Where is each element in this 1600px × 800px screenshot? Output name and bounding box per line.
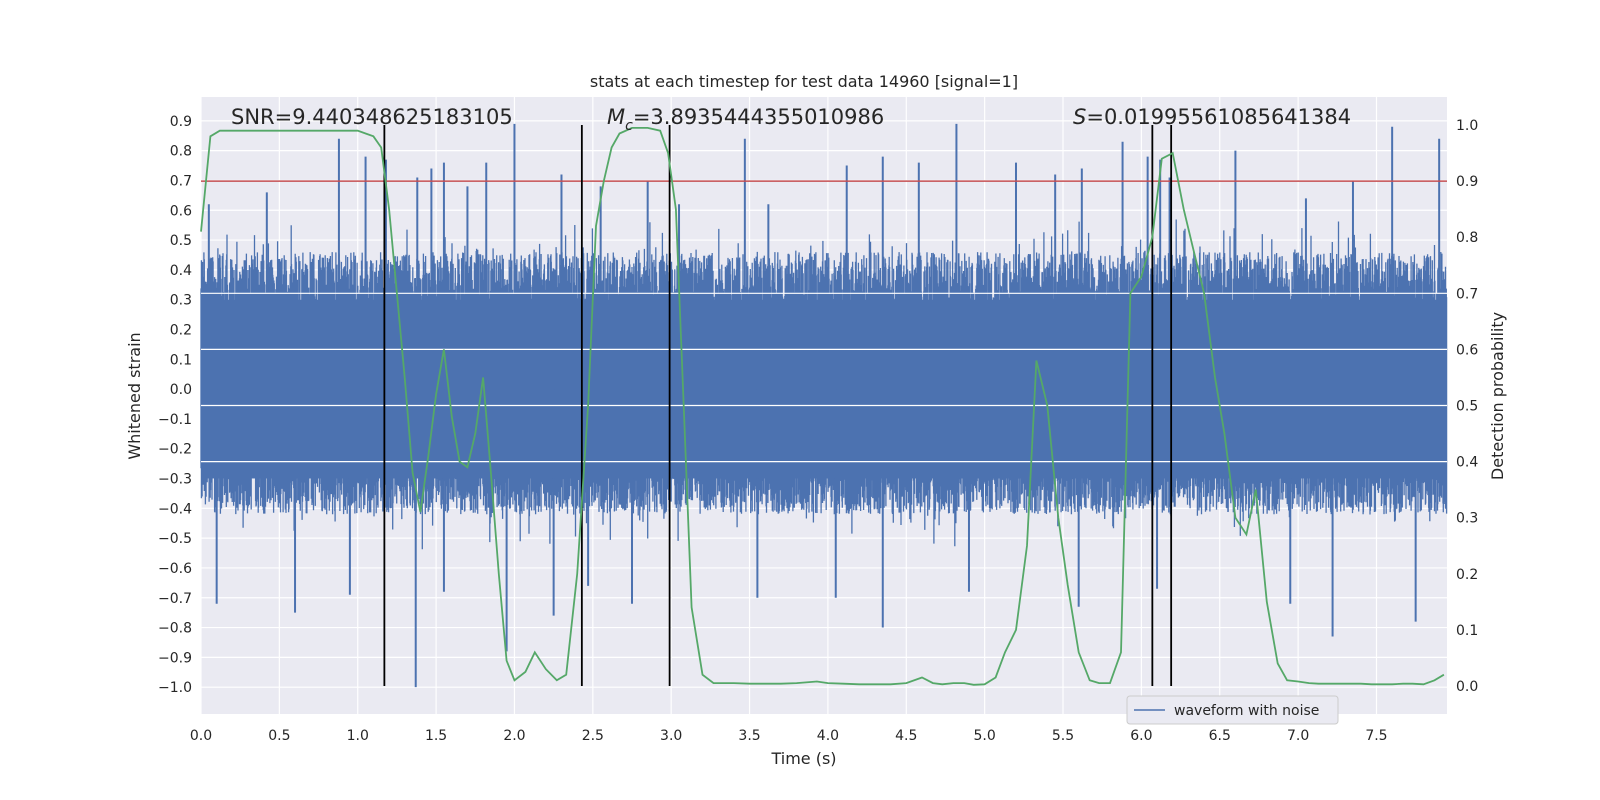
y-left-tick-label: 0.5	[170, 233, 192, 249]
s-value: =0.01995561085641384	[1086, 105, 1351, 129]
x-tick-label: 5.5	[1052, 728, 1074, 744]
y-right-tick-label: 0.4	[1456, 455, 1478, 471]
y-left-tick-label: −0.4	[158, 501, 192, 517]
x-tick-label: 7.0	[1287, 728, 1309, 744]
y-left-tick-label: 0.0	[170, 382, 192, 398]
y-axis-label-right: Detection probability	[1488, 312, 1507, 480]
waveform-core	[201, 299, 1447, 479]
x-tick-label: 2.5	[582, 728, 604, 744]
y-left-tick-label: −0.5	[158, 531, 192, 547]
y-left-tick-label: −0.1	[158, 412, 192, 428]
y-right-tick-label: 0.0	[1456, 679, 1478, 695]
y-right-tick-label: 0.9	[1456, 174, 1478, 190]
y-left-tick-label: −1.0	[158, 680, 192, 696]
y-right-tick-label: 0.7	[1456, 286, 1478, 302]
legend-label: waveform with noise	[1174, 703, 1319, 719]
x-tick-label: 3.5	[738, 728, 760, 744]
chirp-mass-subscript: c	[625, 118, 633, 134]
y-left-tick-label: −0.9	[158, 650, 192, 666]
x-tick-label: 6.5	[1209, 728, 1231, 744]
y-right-tick-label: 0.8	[1456, 230, 1478, 246]
x-tick-label: 5.0	[974, 728, 996, 744]
y-left-tick-label: 0.4	[170, 263, 192, 279]
x-tick-label: 3.0	[660, 728, 682, 744]
vertical-markers	[383, 125, 1173, 686]
y-left-tick-label: 0.9	[170, 114, 192, 130]
y-right-tick-label: 0.1	[1456, 623, 1478, 639]
y-left-tick-label: 0.8	[170, 144, 192, 160]
x-tick-label: 4.5	[895, 728, 917, 744]
x-tick-label: 7.5	[1365, 728, 1387, 744]
y-right-tick-label: 0.5	[1456, 399, 1478, 415]
y-left-tick-label: 0.2	[170, 322, 192, 338]
x-axis-label: Time (s)	[770, 749, 836, 768]
y-left-tick-label: 0.6	[170, 203, 192, 219]
y-left-tick-label: −0.8	[158, 621, 192, 637]
y-right-tick-label: 0.3	[1456, 511, 1478, 527]
y-left-tick-label: 0.3	[170, 293, 192, 309]
y-left-tick-label: −0.6	[158, 561, 192, 577]
chirp-mass-symbol: M	[607, 105, 625, 129]
y-left-tick-label: −0.3	[158, 472, 192, 488]
chirp-mass-annotation: Mc=3.8935444355010986	[607, 105, 884, 134]
x-tick-label: 6.0	[1130, 728, 1152, 744]
s-annotation: S=0.01995561085641384	[1073, 105, 1351, 129]
x-tick-label: 0.0	[190, 728, 212, 744]
y-left-tick-label: −0.2	[158, 442, 192, 458]
x-tick-label: 1.0	[347, 728, 369, 744]
legend: waveform with noise	[1126, 695, 1339, 725]
snr-annotation: SNR=9.440348625183105	[231, 105, 513, 129]
chirp-mass-value: =3.8935444355010986	[633, 105, 884, 129]
chart-title: stats at each timestep for test data 149…	[590, 72, 1018, 91]
y-left-tick-labels: 0.9 0.8 0.7 0.6 0.5 0.4 0.3 0.2 0.1 0.0 −0.1 −0.2 −0…	[158, 114, 192, 696]
x-tick-label: 0.5	[268, 728, 290, 744]
x-tick-label: 1.5	[425, 728, 447, 744]
legend-box	[1126, 695, 1339, 725]
y-right-tick-label: 0.6	[1456, 342, 1478, 358]
x-tick-label: 2.0	[503, 728, 525, 744]
waveform-series	[200, 123, 1448, 688]
s-symbol: S	[1073, 105, 1086, 129]
y-right-tick-label: 0.2	[1456, 567, 1478, 583]
detection-probability-line	[200, 127, 1445, 686]
y-axis-label-left: Whitened strain	[125, 332, 144, 459]
x-tick-label: 4.0	[817, 728, 839, 744]
y-left-tick-label: 0.7	[170, 173, 192, 189]
x-tick-labels: 0.0 0.5 1.0 1.5 2.0 2.5 3.0 3.5 4.0 4.5 5.0 5.5 6.0 6…	[190, 728, 1388, 744]
y-right-tick-label: 1.0	[1456, 118, 1478, 134]
y-right-tick-labels: 1.0 0.9 0.8 0.7 0.6 0.5 0.4 0.3 0.2 0.1 0.0	[1456, 118, 1478, 695]
y-left-tick-label: −0.7	[158, 591, 192, 607]
y-left-tick-label: 0.1	[170, 352, 192, 368]
